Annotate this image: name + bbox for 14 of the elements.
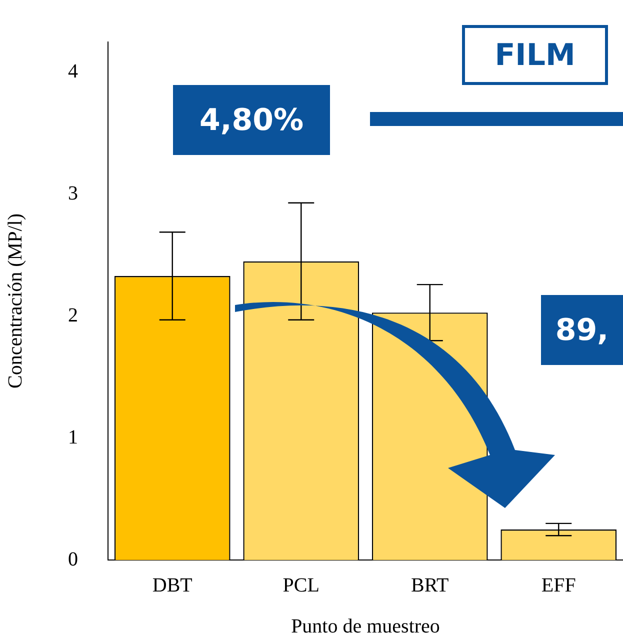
annotation: FILM [462,25,608,85]
y-tick-label: 4 [68,60,78,83]
x-tick-label: BRT [411,574,449,596]
y-tick-label: 1 [68,426,78,448]
annotation: 89, [541,295,623,365]
y-axis-title: Concentración (MP/l) [4,214,26,388]
x-tick-label: PCL [282,574,320,596]
y-tick-label: 0 [68,548,78,570]
y-tick-label: 3 [68,182,78,205]
x-tick-label: DBT [152,574,192,596]
x-axis-title: Punto de muestreo [291,615,440,638]
x-tick-label: EFF [541,574,576,596]
y-tick-label: 2 [68,304,78,326]
annotation: 4,80% [173,85,330,155]
